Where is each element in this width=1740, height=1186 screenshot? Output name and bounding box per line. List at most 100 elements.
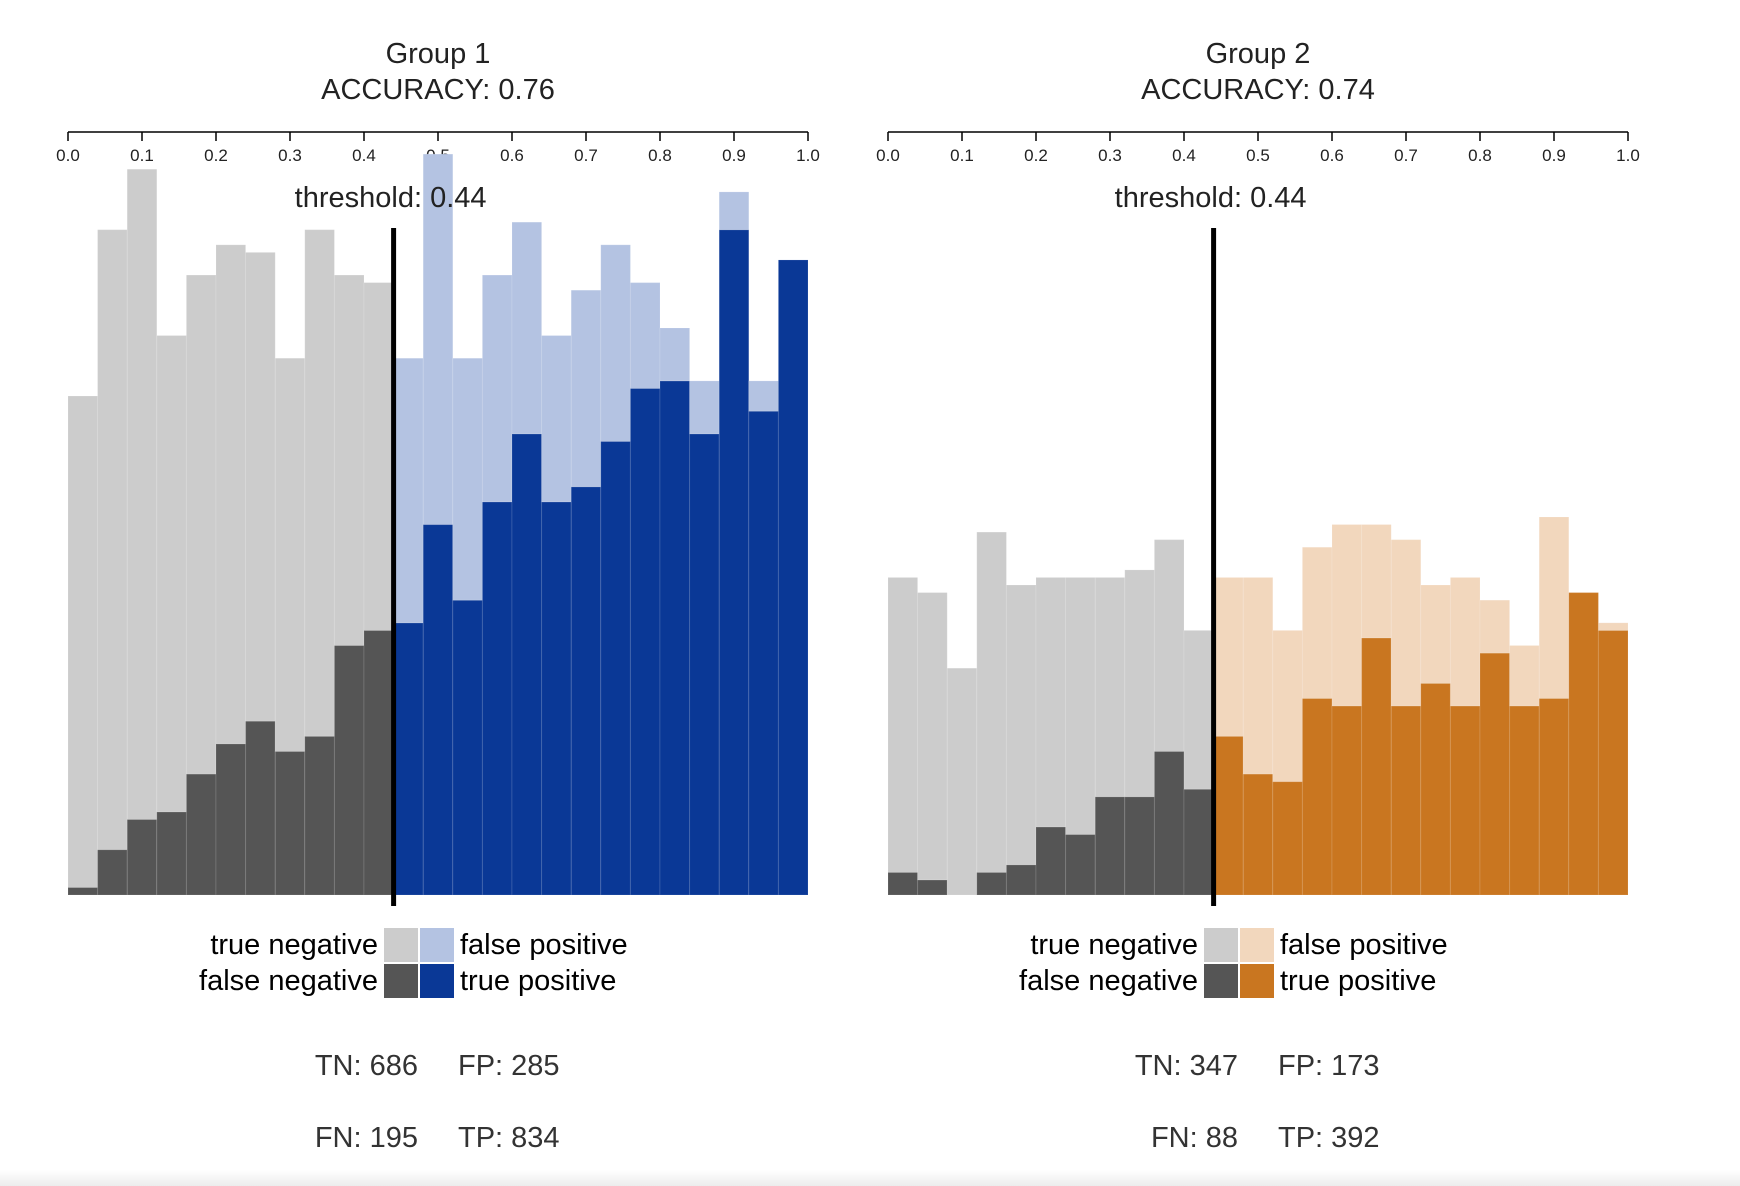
legend-label-false-positive: false positive <box>460 929 628 961</box>
bar-false-negative <box>245 720 276 896</box>
bar-false-positive <box>1272 629 1303 783</box>
legend-swatch-true-negative <box>384 928 418 962</box>
bar-true-negative <box>363 282 395 631</box>
bar-true-positive <box>1390 705 1422 896</box>
bar-false-positive <box>1597 622 1629 631</box>
x-tick-label: 0.8 <box>1468 146 1492 165</box>
bar-true-positive <box>511 433 543 896</box>
x-tick-label: 0.4 <box>1172 146 1196 165</box>
fn-count: FN: 195 <box>315 1122 418 1154</box>
bar-false-positive <box>570 289 602 488</box>
bar-false-positive <box>659 327 691 382</box>
bar-true-negative <box>126 168 158 820</box>
threshold-label: threshold: 0.44 <box>1115 182 1307 214</box>
x-tick-label: 0.6 <box>500 146 524 165</box>
legend-label-true-positive: true positive <box>460 965 616 997</box>
bar-true-negative <box>1153 539 1185 752</box>
x-tick-label: 0.3 <box>1098 146 1122 165</box>
bar-true-positive <box>1479 652 1511 896</box>
x-axis: 0.00.10.20.30.40.50.60.70.80.91.0 <box>56 131 820 165</box>
bar-true-positive <box>1272 781 1303 896</box>
bar-true-negative <box>887 576 919 873</box>
fp-count: FP: 285 <box>458 1050 560 1082</box>
x-tick-label: 0.6 <box>1320 146 1344 165</box>
bar-true-negative <box>946 667 978 896</box>
bar-true-positive <box>718 229 750 896</box>
x-tick-label: 0.1 <box>130 146 154 165</box>
bar-true-positive <box>659 380 691 896</box>
bar-false-negative <box>1153 750 1185 896</box>
bar-false-positive <box>1213 576 1244 737</box>
chart-title: Group 1 <box>386 38 491 70</box>
bar-true-positive <box>422 524 454 896</box>
bar-true-positive <box>1597 629 1629 896</box>
bar-false-positive <box>1331 524 1363 707</box>
chart-title: Group 2 <box>1206 38 1311 70</box>
bar-false-negative <box>1183 788 1215 896</box>
legend-swatch-true-positive <box>1240 964 1274 998</box>
bar-true-positive <box>748 410 779 896</box>
bar-true-positive <box>629 387 661 896</box>
legend-swatch-false-positive <box>1240 928 1274 962</box>
bar-true-negative <box>333 274 365 647</box>
x-tick-label: 0.7 <box>574 146 598 165</box>
bar-true-negative <box>156 335 187 813</box>
bar-false-positive <box>481 274 513 503</box>
x-tick-label: 0.2 <box>204 146 228 165</box>
bar-true-negative <box>245 251 276 722</box>
threshold-label: threshold: 0.44 <box>295 182 487 214</box>
x-tick-label: 0.4 <box>352 146 376 165</box>
bar-false-positive <box>1242 576 1274 775</box>
bar-false-negative <box>887 871 919 896</box>
bar-false-negative <box>274 750 306 896</box>
bar-true-negative <box>1094 576 1126 798</box>
bar-false-positive <box>600 244 631 442</box>
legend-swatch-true-positive <box>420 964 454 998</box>
bar-false-positive <box>748 380 779 412</box>
legend-swatch-false-positive <box>420 928 454 962</box>
bar-true-negative <box>185 274 217 775</box>
x-tick-label: 0.2 <box>1024 146 1048 165</box>
bar-true-negative <box>1005 584 1037 866</box>
bar-false-positive <box>452 357 483 601</box>
bar-true-positive <box>689 433 720 896</box>
x-tick-label: 0.1 <box>950 146 974 165</box>
bar-true-negative <box>1183 629 1215 790</box>
bar-false-positive <box>393 357 424 624</box>
legend-swatch-false-negative <box>1204 964 1238 998</box>
bar-false-negative <box>156 811 187 896</box>
bar-false-positive <box>1509 645 1540 707</box>
tp-count: TP: 392 <box>1278 1122 1380 1154</box>
bar-true-negative <box>97 229 128 851</box>
bar-true-negative <box>215 244 247 745</box>
bar-false-positive <box>689 380 720 435</box>
bar-false-negative <box>215 743 247 896</box>
x-tick-label: 1.0 <box>796 146 820 165</box>
bar-true-positive <box>541 501 572 896</box>
bar-false-negative <box>1035 826 1067 896</box>
legend-swatch-false-negative <box>384 964 418 998</box>
confusion-counts: TN: 347 FP: 173 FN: 88 TP: 392 <box>1135 1050 1380 1154</box>
bar-false-negative <box>1065 834 1096 896</box>
bar-false-positive <box>1390 539 1422 707</box>
bar-true-positive <box>1420 682 1451 896</box>
legend-label-true-positive: true positive <box>1280 965 1436 997</box>
accuracy-label: ACCURACY: 0.74 <box>1141 74 1375 106</box>
x-tick-label: 0.9 <box>1542 146 1566 165</box>
bar-true-negative <box>1124 569 1155 798</box>
bar-true-positive <box>1361 637 1392 896</box>
accuracy-label: ACCURACY: 0.76 <box>321 74 555 106</box>
bar-true-positive <box>393 622 424 896</box>
tn-count: TN: 686 <box>315 1050 418 1082</box>
bar-false-negative <box>333 645 365 896</box>
bar-true-positive <box>1331 705 1363 896</box>
legend-label-true-negative: true negative <box>210 929 378 961</box>
x-tick-label: 0.0 <box>876 146 900 165</box>
bar-false-positive <box>1449 576 1481 707</box>
tp-count: TP: 834 <box>458 1122 560 1154</box>
x-tick-label: 0.9 <box>722 146 746 165</box>
